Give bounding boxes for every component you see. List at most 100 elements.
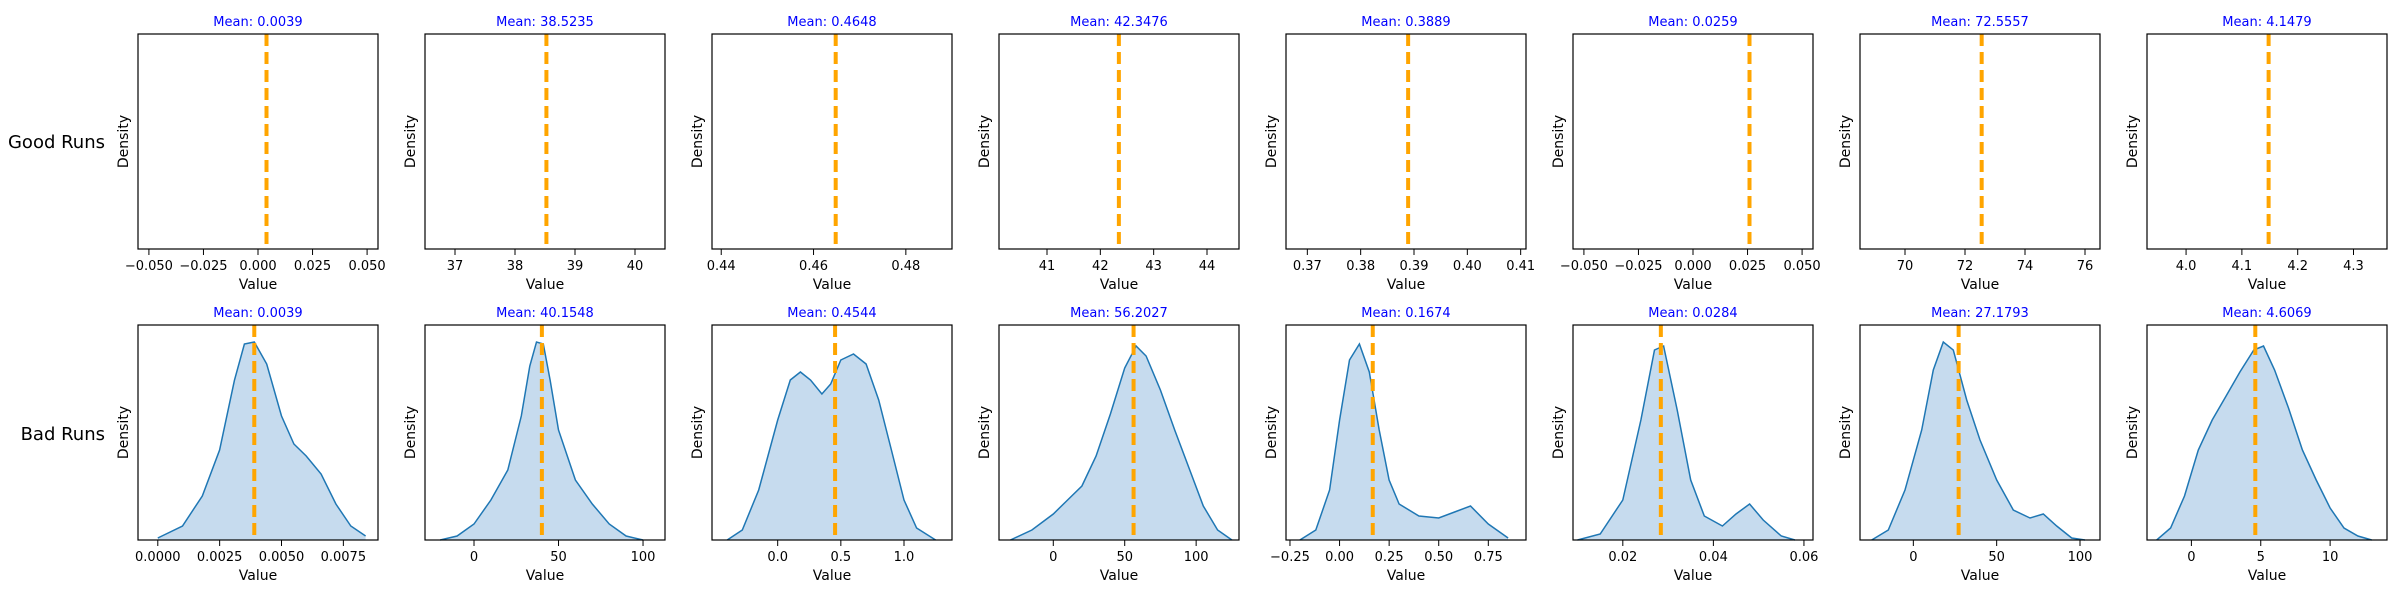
x-tick-label: 4.0 [2176,259,2197,274]
x-axis-label: Value [2248,277,2286,293]
panel-0-2: 0.44 0.46 0.48 Mean: 0.4648 Value Density [690,15,953,293]
axes-frame [424,33,666,250]
x-tick-label: 0 [1909,550,1917,565]
y-axis-label: Density [977,115,993,168]
x-axis-label: Value [1387,277,1425,293]
x-tick-label: 0 [1049,550,1057,565]
x-tick-label: 0.0025 [197,550,243,565]
x-axis-label: Value [526,568,564,584]
kde-area [1871,342,2085,540]
kde-curve [2156,345,2372,541]
x-tick-label: −0.025 [1614,259,1662,274]
panel-title: Mean: 40.1548 [496,306,594,321]
axes-frame [137,33,379,250]
x-tick-label: 0.0000 [135,550,181,565]
x-axis-label: Value [813,568,851,584]
x-tick-label: 0.25 [1375,550,1404,565]
x-tick-label: 0.050 [348,259,385,274]
x-tick-label: 37 [447,259,464,274]
kde-curve [1577,344,1796,541]
x-tick-label: 50 [1988,550,2005,565]
x-tick-label: 4.3 [2343,259,2364,274]
x-tick-label: 0.025 [1729,259,1766,274]
x-tick-label: 76 [2077,259,2094,274]
x-tick-label: 4.2 [2287,259,2308,274]
panel-1-1: 0 50 100 Mean: 40.1548 Value Density [403,306,666,584]
x-tick-label: −0.25 [1270,550,1310,565]
axes-frame [711,33,953,250]
x-tick-label: 5 [2257,550,2265,565]
kde-curve [1299,342,1509,541]
y-axis-label: Density [116,115,132,168]
panel-0-4: 0.37 0.38 0.39 0.40 0.41 Mean: 0.3889 Value Den… [1264,15,1535,293]
x-axis-label: Value [1100,568,1138,584]
y-axis-label: Density [1551,115,1567,168]
y-axis-label: Density [116,406,132,459]
axes-frame [1285,324,1527,541]
x-axis-label: Value [1961,568,1999,584]
panel-title: Mean: 42.3476 [1070,15,1168,30]
x-tick-label: 40 [627,259,644,274]
panel-title: Mean: 4.1479 [2222,15,2311,30]
x-tick-label: 50 [1116,550,1133,565]
axes-frame [1572,33,1814,250]
y-axis-label: Density [403,406,419,459]
x-tick-label: 41 [1039,259,1056,274]
kde-area [157,342,366,540]
x-axis-label: Value [1674,277,1712,293]
x-tick-label: 0 [2187,550,2195,565]
panel-title: Mean: 0.1674 [1361,306,1450,321]
x-tick-label: −0.050 [125,259,173,274]
x-tick-label: 42 [1092,259,1109,274]
panel-1-2: 0.0 0.5 1.0 Mean: 0.4544 Value Density [690,306,953,584]
x-tick-label: 0.050 [1783,259,1820,274]
kde-curve [1010,344,1233,541]
panel-1-5: 0.02 0.04 0.06 Mean: 0.0284 Value Density [1551,306,1818,584]
x-axis-label: Value [2248,568,2286,584]
x-tick-label: 0.46 [799,259,828,274]
x-tick-label: 0.02 [1608,550,1637,565]
x-tick-label: 0.04 [1699,550,1728,565]
panel-0-3: 41 42 43 44 Mean: 42.3476 Value Density [977,15,1240,293]
kde-area [2156,346,2372,540]
axes-frame [1572,324,1814,541]
y-axis-label: Density [2125,115,2141,168]
x-tick-label: 74 [2017,259,2034,274]
panel-title: Mean: 0.0284 [1648,306,1737,321]
x-axis-label: Value [239,568,277,584]
panel-title: Mean: 27.1793 [1931,306,2029,321]
y-axis-label: Density [1264,406,1280,459]
x-tick-label: 0.000 [1674,259,1711,274]
panel-title: Mean: 0.0259 [1648,15,1737,30]
panel-0-0: −0.050 −0.025 0.000 0.025 0.050 Mean: 0.0039 V… [116,15,386,293]
x-tick-label: 44 [1199,259,1216,274]
panel-title: Mean: 72.5557 [1931,15,2029,30]
x-axis-label: Value [239,277,277,293]
x-tick-label: 0.025 [294,259,331,274]
kde-area [1577,346,1795,540]
x-tick-label: 0.5 [830,550,851,565]
x-axis-label: Value [1387,568,1425,584]
x-tick-label: 0 [470,550,478,565]
axes-frame [2146,33,2388,250]
axes-frame [424,324,666,541]
row-label-bad-runs: Bad Runs [21,424,105,445]
axes-frame [998,324,1240,541]
x-axis-label: Value [1674,568,1712,584]
x-tick-label: 72 [1957,259,1974,274]
x-tick-label: 0.50 [1424,550,1453,565]
axes-frame [2146,324,2388,541]
y-axis-label: Density [977,406,993,459]
kde-area [727,354,936,540]
panel-0-1: 37 38 39 40 Mean: 38.5235 Value Density [403,15,666,293]
x-tick-label: −0.050 [1560,259,1608,274]
panel-title: Mean: 56.2027 [1070,306,1168,321]
x-tick-label: 0.00 [1325,550,1354,565]
panel-title: Mean: 0.3889 [1361,15,1450,30]
y-axis-label: Density [1551,406,1567,459]
kde-area [1010,346,1232,540]
axes-frame [137,324,379,541]
panel-title: Mean: 38.5235 [496,15,594,30]
y-axis-label: Density [2125,406,2141,459]
